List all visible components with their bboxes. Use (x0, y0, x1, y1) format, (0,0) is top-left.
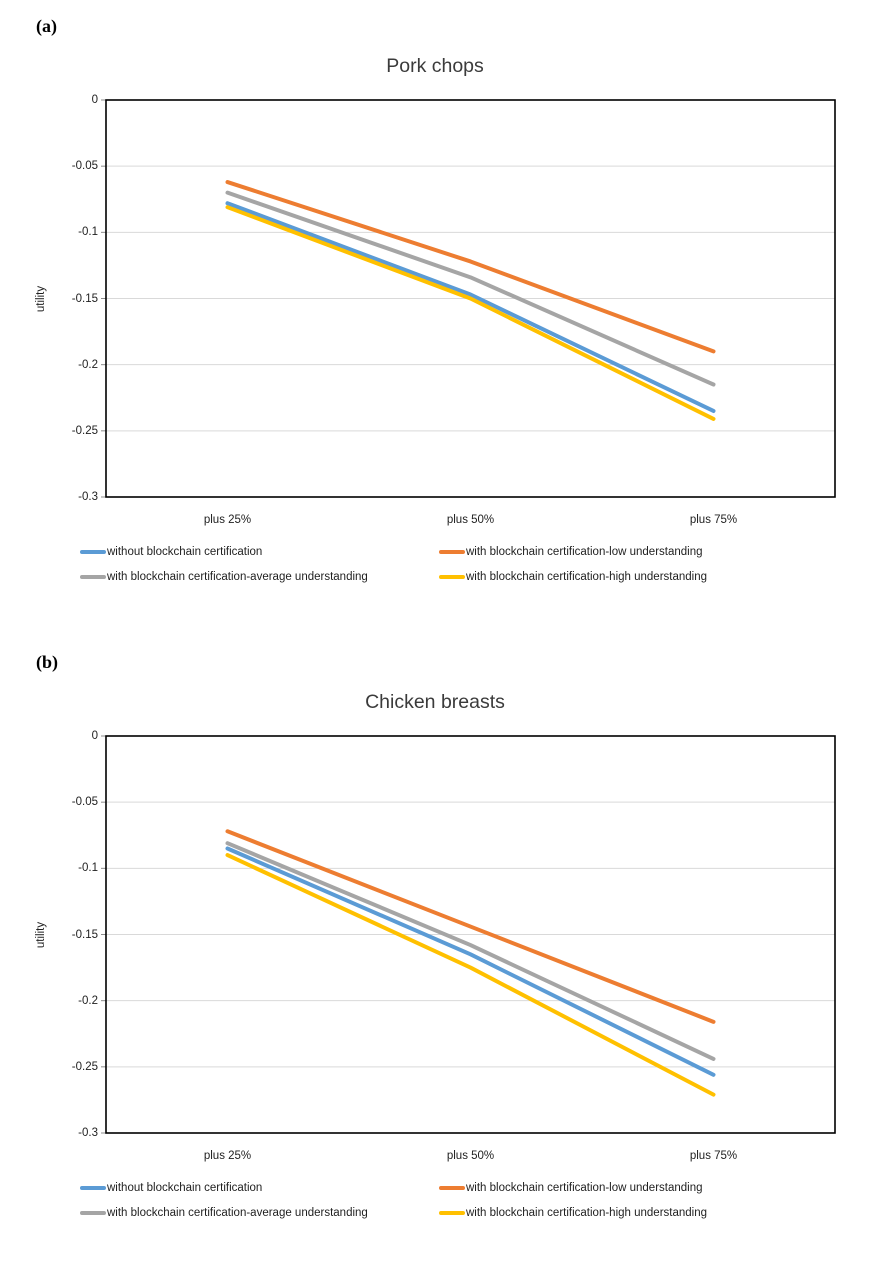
plot-border (105, 735, 836, 1134)
legend-line-swatch (80, 1186, 106, 1190)
y-tick-label: -0.15 (71, 292, 98, 305)
legend-line-swatch (80, 550, 106, 554)
legend-label: with blockchain certification-average un… (107, 571, 368, 583)
y-tick-label: -0.05 (71, 796, 98, 809)
legend-label: without blockchain certification (107, 1182, 263, 1194)
x-tick-label: plus 25% (203, 1150, 252, 1162)
y-tick-label: -0.3 (78, 1127, 98, 1139)
plot-area-a (101, 99, 836, 498)
plot-border (105, 99, 836, 498)
legend-label: with blockchain certification-average un… (107, 1207, 368, 1219)
x-tick-label: plus 50% (446, 514, 495, 526)
legend-line-swatch (439, 1211, 465, 1215)
panel-label-b: (b) (36, 652, 58, 672)
y-tick-label: -0.1 (78, 226, 98, 239)
legend-line-swatch (439, 575, 465, 579)
series-line-3 (225, 205, 716, 421)
x-tick-label: plus 75% (689, 1150, 738, 1162)
y-tick-label: -0.05 (71, 160, 98, 173)
x-tick-label: plus 50% (446, 1150, 495, 1162)
legend-label: with blockchain certification-low unders… (466, 1182, 703, 1194)
panel-label-a: (a) (36, 16, 57, 36)
series-line-0 (225, 846, 716, 1077)
y-tick-label: 0 (91, 94, 98, 106)
x-tick-label: plus 25% (203, 514, 252, 526)
legend-label: with blockchain certification-high under… (466, 571, 708, 583)
chart-title-a: Pork chops (386, 55, 484, 77)
chart-panel-b: (b) Chicken breasts utility 0 -0.05 -0.1 -0… (0, 636, 876, 1266)
series-line-0 (225, 201, 716, 413)
legend-label: with blockchain certification-high under… (466, 1207, 708, 1219)
series-line-3 (225, 853, 716, 1097)
y-tick-label: -0.2 (78, 358, 98, 371)
series-line-1 (225, 829, 716, 1024)
y-tick-label: -0.25 (71, 1060, 98, 1073)
chart-panel-a: (a) Pork chops utility 0 -0.05 -0.1 -0.15 -0… (0, 0, 876, 630)
x-tick-label: plus 75% (689, 514, 738, 526)
legend-label: without blockchain certification (107, 546, 263, 558)
chart-title-b: Chicken breasts (365, 691, 505, 713)
y-tick-label: -0.15 (71, 928, 98, 941)
legend-label: with blockchain certification-low unders… (466, 546, 703, 558)
series-line-2 (225, 841, 716, 1061)
y-tick-label: -0.1 (78, 862, 98, 875)
legend-line-swatch (439, 1186, 465, 1190)
legend-line-swatch (80, 1211, 106, 1215)
legend-line-swatch (80, 575, 106, 579)
series-line-1 (225, 180, 716, 354)
series-line-2 (225, 190, 716, 387)
y-tick-label: -0.25 (71, 424, 98, 437)
plot-area-b (101, 735, 836, 1134)
legend-line-swatch (439, 550, 465, 554)
y-tick-label: -0.3 (78, 491, 98, 503)
y-tick-label: 0 (91, 730, 98, 742)
y-tick-label: -0.2 (78, 994, 98, 1007)
